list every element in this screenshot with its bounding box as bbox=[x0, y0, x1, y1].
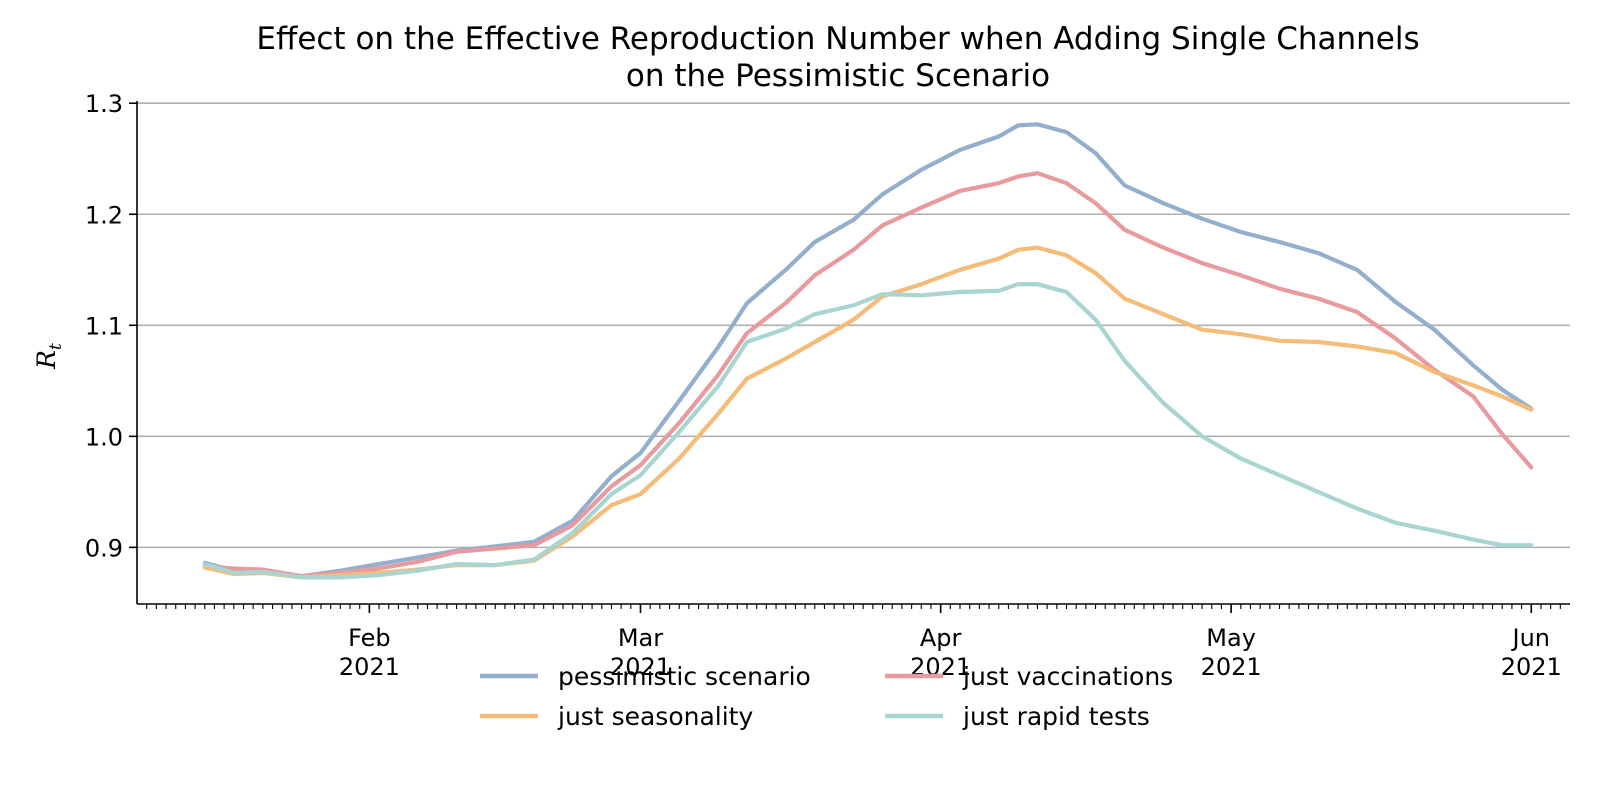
chart-title-line-2: on the Pessimistic Scenario bbox=[626, 58, 1050, 94]
x-tick-label-month: Jun bbox=[1511, 624, 1551, 652]
x-tick-label-year: 2021 bbox=[1201, 653, 1262, 681]
x-tick-label-year: 2021 bbox=[1501, 653, 1562, 681]
legend-label: just vaccinations bbox=[962, 662, 1173, 691]
x-tick-label-month: Mar bbox=[618, 624, 663, 652]
x-tick-label-month: Feb bbox=[348, 624, 391, 652]
x-tick-label-year: 2021 bbox=[610, 653, 671, 681]
gridlines bbox=[137, 102, 1570, 549]
legend-label: pessimistic scenario bbox=[558, 662, 811, 691]
series-line-pessimistic-scenario bbox=[202, 122, 1534, 579]
y-axis: 0.9 1.0 1.1 1.2 1.3 bbox=[85, 90, 137, 562]
x-tick-label-year: 2021 bbox=[339, 653, 400, 681]
x-tick-label-month: Apr bbox=[920, 624, 962, 652]
legend-label: just seasonality bbox=[557, 702, 753, 731]
y-tick-label: 1.2 bbox=[85, 201, 123, 229]
series-lines bbox=[202, 122, 1534, 580]
y-tick-label: 1.3 bbox=[85, 90, 123, 118]
legend: pessimistic scenario just vaccinations jus… bbox=[480, 662, 1173, 731]
legend-label: just rapid tests bbox=[962, 702, 1150, 731]
x-tick-label-month: May bbox=[1206, 624, 1256, 652]
y-tick-label: 0.9 bbox=[85, 534, 123, 562]
series-line-just-seasonality bbox=[202, 245, 1534, 580]
y-tick-label: 1.1 bbox=[85, 312, 123, 340]
y-tick-label: 1.0 bbox=[85, 423, 123, 451]
series-line-just-vaccinations bbox=[202, 171, 1534, 579]
chart-title-line-1: Effect on the Effective Reproduction Num… bbox=[256, 21, 1419, 57]
series-line-just-rapid-tests bbox=[202, 282, 1534, 580]
y-axis-label: Rt bbox=[32, 343, 66, 370]
